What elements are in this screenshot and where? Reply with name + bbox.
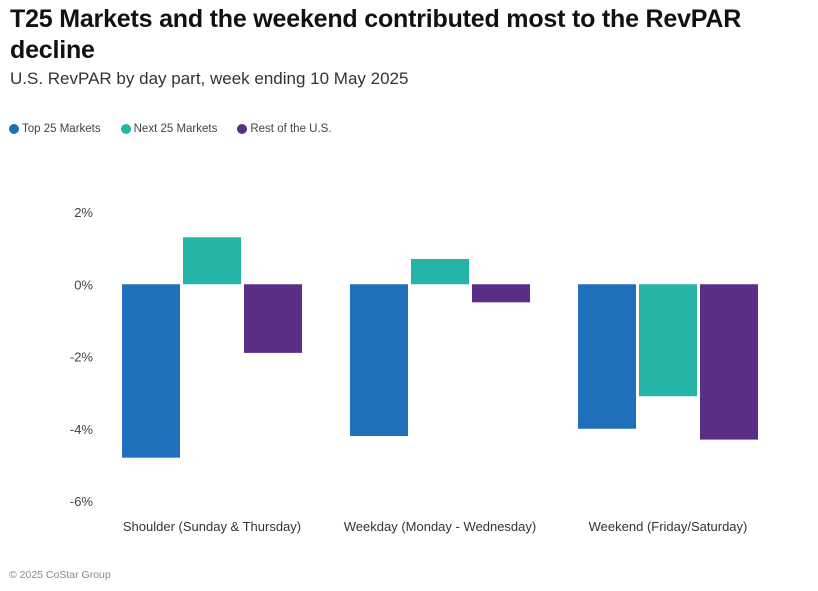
- bar-next-25-markets-2: [639, 284, 697, 397]
- x-category-label: Weekday (Monday - Wednesday): [344, 519, 536, 534]
- legend-label-next-25: Next 25 Markets: [133, 123, 218, 135]
- chart-title: T25 Markets and the weekend contributed …: [10, 5, 742, 64]
- x-category-label: Weekend (Friday/Saturday): [589, 519, 748, 534]
- bar-rest-of-the-u-s-2: [700, 284, 758, 440]
- legend-marker-top-25: [9, 124, 19, 134]
- legend-label-top-25: Top 25 Markets: [22, 123, 101, 135]
- legend-marker-next-25: [120, 124, 131, 134]
- source-credit: © 2025 CoStar Group: [9, 569, 111, 581]
- bars: [122, 237, 758, 458]
- x-axis: Shoulder (Sunday & Thursday) Weekday (Mon…: [123, 519, 747, 534]
- legend-label-rest-us: Rest of the U.S.: [250, 123, 332, 135]
- legend-item-top-25: Top 25 Markets: [9, 123, 101, 135]
- bar-top-25-markets-2: [578, 284, 636, 429]
- legend-item-next-25: Next 25 Markets: [120, 123, 218, 135]
- legend: Top 25 Markets Next 25 Markets Rest of t…: [9, 123, 332, 135]
- chart-subtitle: U.S. RevPAR by day part, week ending 10 …: [10, 69, 409, 88]
- bar-top-25-markets-0: [122, 284, 180, 458]
- bar-top-25-markets-1: [350, 284, 408, 436]
- bar-rest-of-the-u-s-1: [472, 284, 530, 303]
- bar-next-25-markets-0: [183, 237, 241, 285]
- y-tick-label: -4%: [70, 422, 94, 437]
- y-axis: 2% 0% -2% -4% -6%: [70, 205, 94, 509]
- legend-item-rest-us: Rest of the U.S.: [237, 123, 332, 135]
- y-tick-label: -6%: [70, 494, 94, 509]
- y-tick-label: -2%: [70, 350, 94, 365]
- y-tick-label: 2%: [74, 205, 93, 220]
- legend-marker-rest-us: [237, 124, 248, 134]
- bar-rest-of-the-u-s-0: [244, 284, 302, 353]
- x-category-label: Shoulder (Sunday & Thursday): [123, 519, 301, 534]
- bar-next-25-markets-1: [411, 258, 469, 285]
- y-tick-label: 0%: [74, 277, 93, 292]
